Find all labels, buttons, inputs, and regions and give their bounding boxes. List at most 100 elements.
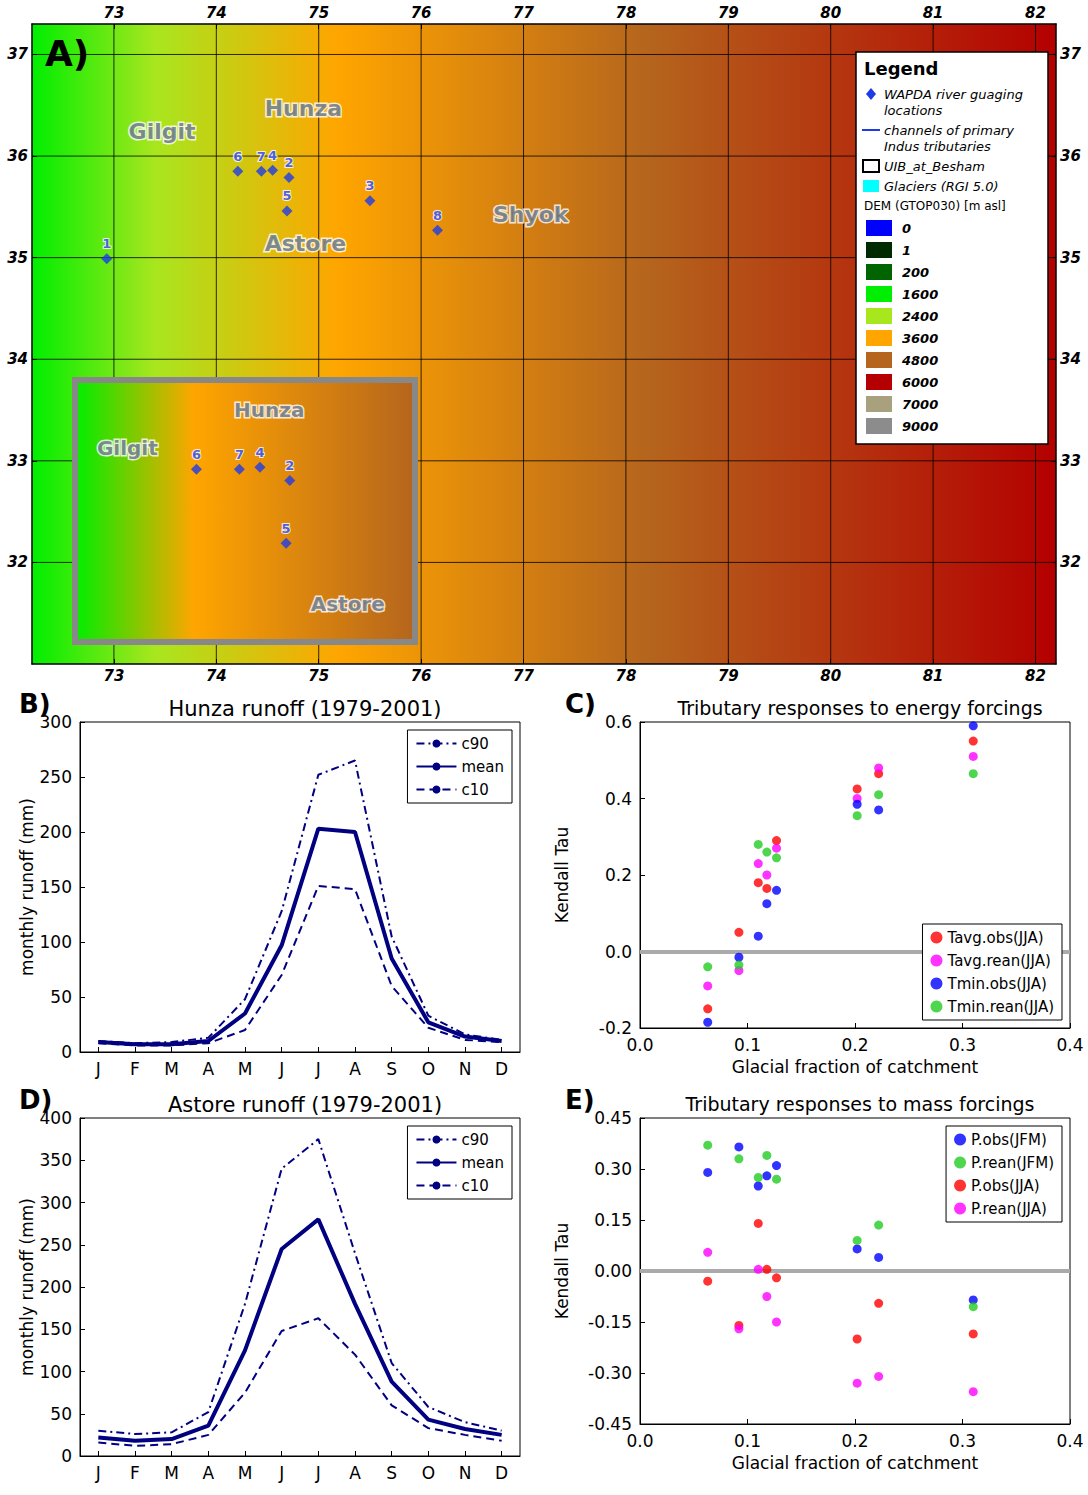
svg-text:c10: c10 (461, 781, 488, 799)
svg-text:J: J (315, 1059, 321, 1079)
svg-text:0.2: 0.2 (841, 1431, 868, 1451)
svg-text:200: 200 (902, 265, 929, 280)
svg-text:M: M (164, 1059, 179, 1079)
svg-text:0.4: 0.4 (1056, 1035, 1083, 1055)
svg-text:9000: 9000 (902, 419, 938, 434)
svg-text:M: M (238, 1463, 253, 1483)
svg-text:monthly runoff (mm): monthly runoff (mm) (17, 1198, 37, 1376)
svg-text:locations: locations (884, 103, 943, 118)
svg-text:S: S (386, 1463, 397, 1483)
svg-text:D: D (495, 1463, 508, 1483)
svg-text:N: N (459, 1059, 472, 1079)
svg-text:2: 2 (285, 155, 294, 170)
svg-text:0.00: 0.00 (594, 1261, 632, 1281)
svg-text:c10: c10 (461, 1177, 488, 1195)
svg-text:J: J (95, 1059, 101, 1079)
svg-text:UIB_at_Besham: UIB_at_Besham (884, 159, 985, 174)
svg-text:2: 2 (285, 458, 294, 473)
svg-text:D): D) (19, 1085, 52, 1115)
svg-text:77: 77 (513, 4, 534, 22)
svg-text:80: 80 (820, 4, 841, 22)
svg-text:channels of primary: channels of primary (884, 123, 1018, 138)
svg-text:Kendall Tau: Kendall Tau (552, 1223, 572, 1319)
svg-text:76: 76 (411, 4, 432, 22)
svg-text:7: 7 (235, 447, 244, 462)
svg-text:S: S (386, 1059, 397, 1079)
svg-text:-0.15: -0.15 (588, 1312, 632, 1332)
svg-text:O: O (422, 1059, 435, 1079)
svg-text:37: 37 (7, 45, 28, 63)
svg-text:B): B) (19, 689, 51, 719)
svg-text:0: 0 (902, 221, 911, 236)
svg-text:34: 34 (7, 350, 28, 368)
svg-text:-0.45: -0.45 (588, 1414, 632, 1434)
svg-text:79: 79 (718, 4, 739, 22)
svg-text:Gilgit: Gilgit (129, 119, 196, 144)
svg-text:Hunza: Hunza (265, 96, 342, 121)
svg-text:M: M (238, 1059, 253, 1079)
svg-text:Shyok: Shyok (493, 202, 570, 227)
svg-text:74: 74 (206, 4, 227, 22)
svg-text:75: 75 (308, 667, 329, 685)
svg-text:A: A (349, 1059, 361, 1079)
svg-text:M: M (164, 1463, 179, 1483)
svg-text:O: O (422, 1463, 435, 1483)
svg-text:5: 5 (282, 521, 291, 536)
svg-text:1600: 1600 (902, 287, 938, 302)
svg-text:100: 100 (40, 1362, 72, 1382)
svg-text:c90: c90 (461, 1131, 488, 1149)
svg-text:P.rean(JFM): P.rean(JFM) (971, 1154, 1054, 1172)
svg-text:78: 78 (615, 4, 636, 22)
svg-text:0.2: 0.2 (605, 865, 632, 885)
svg-text:36: 36 (1060, 147, 1081, 165)
svg-text:Astore: Astore (311, 592, 385, 616)
svg-text:0.6: 0.6 (605, 712, 632, 732)
svg-text:A: A (203, 1059, 215, 1079)
svg-text:0.0: 0.0 (626, 1431, 653, 1451)
svg-text:P.obs(JFM): P.obs(JFM) (971, 1131, 1047, 1149)
svg-text:76: 76 (411, 667, 432, 685)
svg-text:Glaciers (RGI 5.0): Glaciers (RGI 5.0) (884, 179, 999, 194)
svg-text:Tributary responses to energy: Tributary responses to energy forcings (676, 697, 1042, 719)
svg-text:33: 33 (1060, 452, 1081, 470)
svg-text:mean: mean (461, 758, 504, 776)
svg-text:Tavg.obs(JJA): Tavg.obs(JJA) (946, 929, 1043, 947)
svg-text:A: A (203, 1463, 215, 1483)
svg-text:Glacial fraction of catchment: Glacial fraction of catchment (732, 1057, 979, 1077)
svg-text:36: 36 (7, 147, 28, 165)
svg-text:350: 350 (40, 1150, 72, 1170)
svg-text:J: J (278, 1463, 284, 1483)
svg-text:50: 50 (50, 1404, 72, 1424)
svg-text:0.4: 0.4 (1056, 1431, 1083, 1451)
svg-text:Kendall Tau: Kendall Tau (552, 827, 572, 923)
svg-text:7000: 7000 (902, 397, 938, 412)
svg-text:0.45: 0.45 (594, 1108, 632, 1128)
svg-text:Tmin.rean(JJA): Tmin.rean(JJA) (946, 998, 1054, 1016)
svg-text:0: 0 (61, 1446, 72, 1466)
svg-text:0.3: 0.3 (949, 1431, 976, 1451)
svg-text:73: 73 (103, 4, 124, 22)
svg-text:250: 250 (40, 767, 72, 787)
svg-text:Astore: Astore (265, 231, 347, 256)
svg-text:5: 5 (282, 188, 291, 203)
svg-text:P.rean(JJA): P.rean(JJA) (971, 1200, 1047, 1218)
svg-text:100: 100 (40, 932, 72, 952)
svg-text:mean: mean (461, 1154, 504, 1172)
svg-text:82: 82 (1025, 667, 1046, 685)
svg-text:0.1: 0.1 (734, 1431, 761, 1451)
svg-text:1: 1 (102, 236, 111, 251)
svg-text:E): E) (565, 1085, 595, 1115)
svg-text:250: 250 (40, 1235, 72, 1255)
svg-text:-0.30: -0.30 (588, 1363, 632, 1383)
svg-text:0.0: 0.0 (626, 1035, 653, 1055)
svg-text:C): C) (565, 689, 596, 719)
svg-text:35: 35 (7, 249, 28, 267)
svg-text:Hunza runoff (1979-2001): Hunza runoff (1979-2001) (168, 697, 441, 721)
svg-text:A: A (349, 1463, 361, 1483)
svg-text:0.15: 0.15 (594, 1210, 632, 1230)
svg-text:J: J (315, 1463, 321, 1483)
svg-text:37: 37 (1060, 45, 1081, 63)
svg-text:150: 150 (40, 877, 72, 897)
svg-text:0.30: 0.30 (594, 1159, 632, 1179)
svg-text:J: J (278, 1059, 284, 1079)
